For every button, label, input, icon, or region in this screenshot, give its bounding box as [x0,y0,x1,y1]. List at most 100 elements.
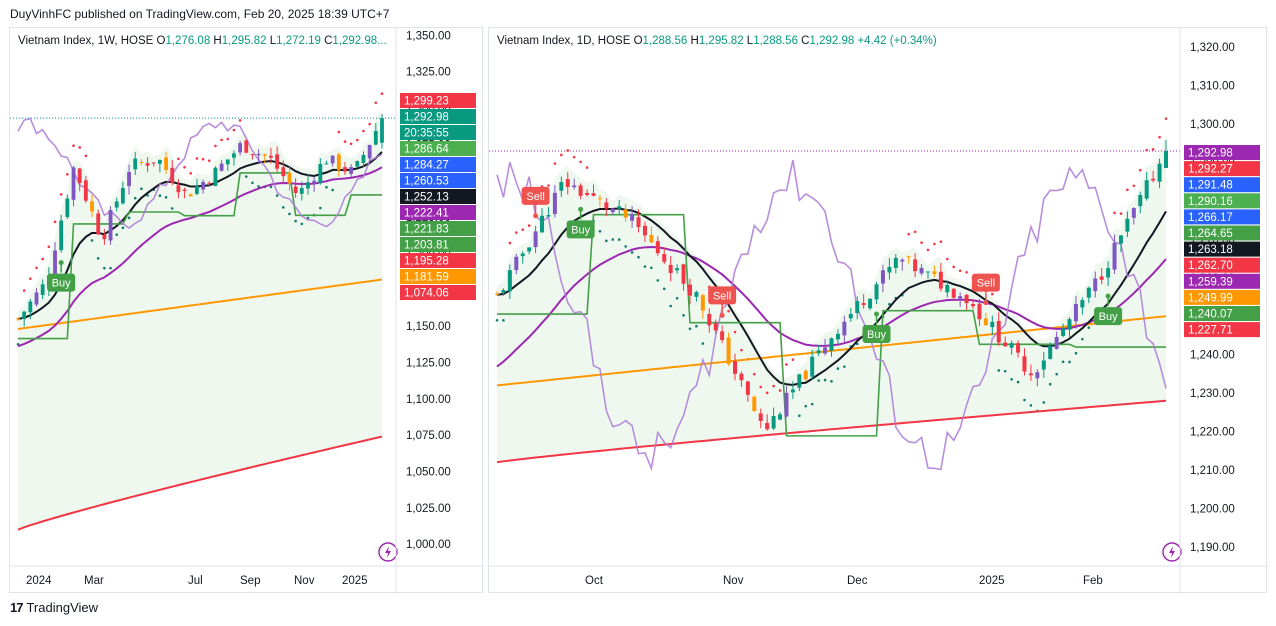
weekly-chart-panel[interactable]: 1,350.001,325.001,300.001,275.001,250.00… [9,27,484,594]
symbol-title: Vietnam Index, 1W, HOSE [18,35,154,47]
sar-dot [1113,211,1116,215]
sar-dot [617,238,621,241]
sar-dot [288,212,291,216]
tradingview-brand: TradingView [26,600,99,615]
buy-signal-badge: Buy [862,311,891,343]
sar-dot [675,296,679,300]
candle-body [514,256,519,271]
y-tick-label: 1,000.00 [406,539,451,551]
signal-box [971,273,1000,292]
price-tag: 1,203.81 [400,237,476,252]
sar-dot [804,404,808,408]
price-tag-bg [1184,193,1260,209]
price-tag-text: 1,240.07 [1188,309,1233,321]
daily-chart-canvas[interactable]: 1,320.001,310.001,300.001,290.001,280.00… [489,28,1268,594]
candle-body [90,201,94,212]
sar-dot [1010,377,1013,381]
price-tag: 1,222.41 [400,205,476,220]
price-tag-bg [1184,306,1260,321]
close-value: 1,292.98 [809,35,855,47]
candle-body [893,257,898,269]
candle-body [874,284,879,300]
open-value: 1,276.08 [165,35,211,47]
candle-body [951,288,956,298]
high-value: 1,295.82 [698,35,744,47]
price-tag-text: 1,252.13 [404,192,449,204]
sar-dot [830,380,833,383]
sar-dot [572,155,576,159]
sar-dot [1029,404,1033,407]
sar-dot [778,389,782,392]
price-tag-text: 1,260.53 [404,176,449,188]
candle-body [597,198,602,200]
sar-dot [220,138,223,142]
candle-body [34,292,39,305]
price-tag: 1,227.71 [1184,322,1260,338]
candle-body [1048,346,1053,359]
price-tag-bg [400,205,476,220]
candle-body [649,234,654,243]
price-tag-bg [400,173,476,188]
candle-body [771,416,776,429]
candle-body [919,267,924,274]
candle-body [1106,268,1111,278]
candle-body [324,163,329,165]
price-tag: 1,249.99 [1184,289,1260,305]
candle-body [945,284,950,293]
daily-chart-panel[interactable]: 1,320.001,310.001,300.001,290.001,280.00… [488,27,1268,594]
signal-box [566,220,595,239]
candle-body [720,331,725,341]
sar-dot [920,241,923,244]
sar-dot [650,266,653,270]
sar-dot [1023,398,1026,402]
trailing-stop-line [18,172,382,340]
x-tick-label: Nov [294,575,315,587]
candle-body [96,213,101,235]
sar-dot [78,146,81,149]
price-tag-text: 1,264.65 [1188,228,1233,240]
weekly-chart-canvas[interactable]: 1,350.001,325.001,300.001,275.001,250.00… [10,28,484,594]
sar-dot [1068,360,1071,364]
sar-dot [300,222,304,226]
candle-body [630,214,635,221]
sar-dot [688,327,692,331]
tradingview-footer[interactable]: 17 TradingView [10,600,98,615]
signal-dot [533,213,539,219]
signal-label: Sell [713,290,731,302]
price-tag-text: 1,266.17 [1188,212,1233,224]
y-tick-label: 1,200.00 [1190,503,1235,515]
price-tag-text: 1,286.64 [404,144,449,156]
candle-body [990,321,995,328]
sar-dot [495,318,499,322]
candle-body [108,210,113,241]
candle-body [694,292,699,297]
sar-dot [765,391,769,395]
sar-dot [514,231,518,234]
sar-dot [630,251,634,254]
price-tag-bg [400,269,476,284]
candles-group [495,140,1168,431]
price-tag-bg [400,141,476,156]
open-value: 1,288.56 [642,35,688,47]
signal-dot [58,260,64,266]
candle-body [1086,287,1091,298]
candle-body [250,154,255,156]
candle-body [636,217,641,227]
price-tag: 1,291.48 [1184,177,1260,193]
candle-body [675,268,680,271]
publication-header: DuyVinhFC published on TradingView.com, … [10,7,390,21]
replay-lightning-icon [1162,542,1182,562]
sar-dot [22,289,26,292]
sar-dot [84,154,88,158]
candle-body [958,296,963,299]
sar-dot [90,239,94,242]
high-label: H [690,35,699,47]
candle-body [275,154,280,169]
candle-body [565,179,570,187]
y-tick-label: 1,075.00 [406,430,451,442]
candle-body [53,250,57,276]
sar-dot [374,101,378,105]
candles-group [16,114,384,327]
sar-dot [29,277,32,280]
price-tag: 1,252.13 [400,189,476,204]
